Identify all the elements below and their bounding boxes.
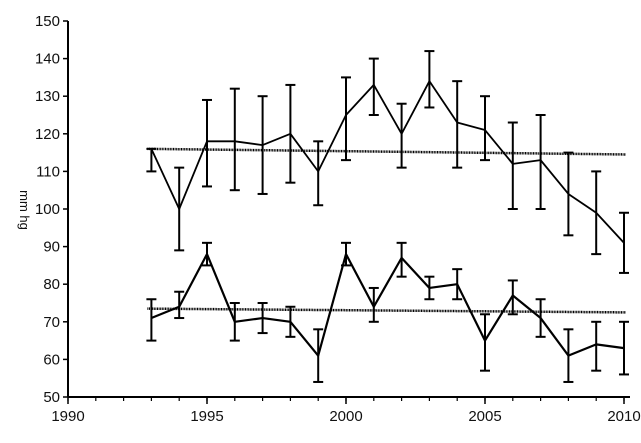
y-tick-label: 140 bbox=[35, 51, 60, 68]
y-axis-label: mm hg bbox=[17, 190, 32, 230]
y-tick-label: 150 bbox=[35, 13, 60, 30]
error-bars bbox=[146, 50, 629, 383]
y-tick-label: 80 bbox=[43, 276, 60, 293]
trend-line-2 bbox=[147, 307, 627, 314]
axes: 50 60 70 80 90 100 110 120 130 140 150 1990 1995 2000… bbox=[35, 13, 641, 425]
y-tick-label: 50 bbox=[43, 389, 60, 406]
series-line-2 bbox=[150, 253, 625, 357]
y-tick-label: 100 bbox=[35, 201, 60, 218]
x-tick-label: 1995 bbox=[190, 408, 223, 425]
y-tick-label: 120 bbox=[35, 126, 60, 143]
y-tick-label: 130 bbox=[35, 88, 60, 105]
y-tick-label: 110 bbox=[36, 163, 60, 180]
x-tick-label: 1990 bbox=[51, 408, 84, 425]
x-tick-label: 2000 bbox=[329, 408, 362, 425]
x-tick-label: 2010 bbox=[607, 408, 640, 425]
x-tick-label: 2005 bbox=[468, 408, 501, 425]
y-tick-label: 70 bbox=[43, 314, 60, 331]
y-tick-label: 90 bbox=[43, 239, 60, 256]
series-line-1 bbox=[150, 80, 625, 244]
y-tick-label: 60 bbox=[43, 351, 60, 368]
trend-line-1 bbox=[147, 147, 627, 156]
series-lines bbox=[150, 80, 625, 357]
trend-lines bbox=[147, 147, 627, 314]
